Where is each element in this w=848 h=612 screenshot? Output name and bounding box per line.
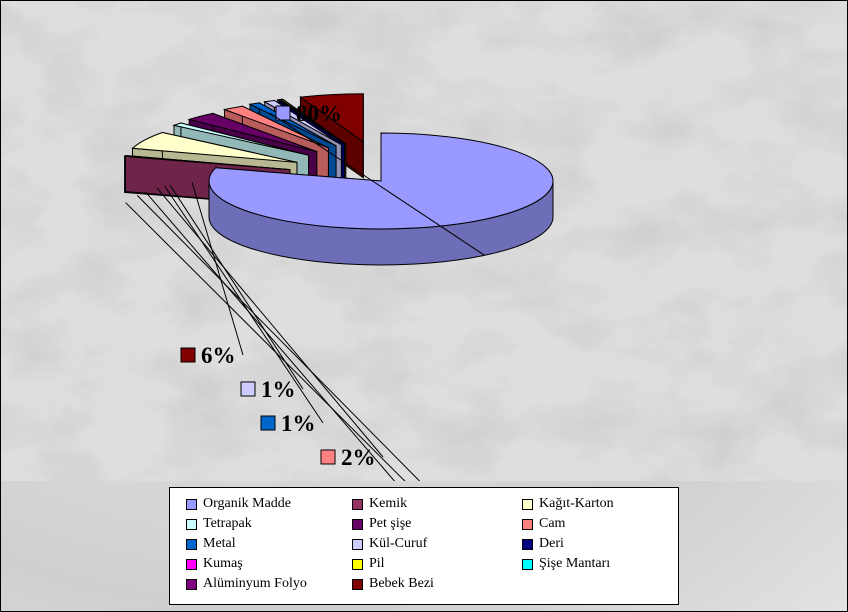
data-label-swatch-bebek-bezi	[180, 347, 196, 363]
chart-legend: Organik Madde Kemik Kağıt-Karton Tetrapak Pe…	[169, 487, 679, 605]
data-label-swatch-k-l-curuf	[240, 381, 256, 397]
pie-slice-organik-madde-top	[208, 132, 554, 230]
leader-line-tetrapak	[136, 195, 421, 481]
pie-slice-cam-top	[222, 105, 329, 149]
legend-label-organik-madde: Organik Madde	[203, 496, 291, 511]
data-label-swatch-cam	[320, 449, 336, 465]
legend-label-kuma: Kumaş	[203, 556, 243, 571]
legend-item-pet-i-e: Pet şişe	[352, 514, 522, 534]
legend-swatch-kuma	[186, 558, 197, 570]
legend-swatch-k-l-curuf	[352, 538, 363, 550]
data-label-cam: 2%	[341, 445, 376, 470]
legend-label-ka-t-karton: Kağıt-Karton	[539, 496, 614, 511]
legend-label-kemik: Kemik	[369, 496, 408, 511]
leader-line-k-l-curuf	[169, 184, 304, 390]
legend-swatch-ka-t-karton	[522, 498, 533, 510]
legend-swatch-pet-i-e	[352, 518, 363, 530]
legend-swatch-bebek-bezi	[352, 578, 363, 590]
legend-item-deri: Deri	[522, 534, 672, 554]
data-label-k-l-curuf: 1%	[261, 377, 296, 402]
data-label-pet-i-e: 3%	[361, 479, 396, 481]
legend-label-al-minyum-folyo: Alüminyum Folyo	[203, 576, 307, 591]
legend-swatch-organik-madde	[186, 498, 197, 510]
legend-item-al-minyum-folyo: Alüminyum Folyo	[186, 574, 352, 594]
leader-line-pet-i-e	[145, 191, 396, 481]
pie-chart: 80%6%1%1%2%3%1%6%	[1, 1, 847, 481]
leader-line-cam	[156, 187, 384, 458]
legend-item-k-l-curuf: Kül-Curuf	[352, 534, 522, 554]
legend-item-tetrapak: Tetrapak	[186, 514, 352, 534]
pie-slice-kemik-top	[123, 155, 290, 171]
data-label-metal: 1%	[281, 411, 316, 436]
legend-swatch-deri	[522, 538, 533, 550]
data-label-swatch-metal	[260, 415, 276, 431]
legend-item-kemik: Kemik	[352, 494, 522, 514]
legend-item-i-e-mantar: Şişe Mantarı	[522, 554, 672, 574]
legend-label-k-l-curuf: Kül-Curuf	[369, 536, 428, 551]
leader-line-ka-t-karton	[125, 202, 406, 481]
pie-slice-tetrapak-top	[172, 122, 309, 156]
legend-item-organik-madde: Organik Madde	[186, 494, 352, 514]
data-label-organik-madde: 80%	[296, 101, 342, 126]
legend-item-ka-t-karton: Kağıt-Karton	[522, 494, 672, 514]
legend-label-pil: Pil	[369, 556, 385, 571]
legend-label-i-e-mantar: Şişe Mantarı	[539, 556, 611, 571]
legend-label-metal: Metal	[203, 536, 236, 551]
legend-item-bebek-bezi: Bebek Bezi	[352, 574, 522, 594]
legend-swatch-pil	[352, 558, 363, 570]
data-labels: 80%6%1%1%2%3%1%6%	[125, 101, 485, 481]
legend-swatch-kemik	[352, 498, 363, 510]
legend-swatch-al-minyum-folyo	[186, 578, 197, 590]
legend-item-cam: Cam	[522, 514, 672, 534]
leader-line-organik-madde	[269, 112, 485, 256]
legend-label-bebek-bezi: Bebek Bezi	[369, 576, 434, 591]
pie-slice-deri-top	[276, 99, 345, 145]
legend-label-pet-i-e: Pet şişe	[369, 516, 412, 531]
legend-swatch-tetrapak	[186, 518, 197, 530]
pie-slice-ka-t-karton-top	[131, 131, 298, 163]
legend-swatch-metal	[186, 538, 197, 550]
legend-swatch-cam	[522, 518, 533, 530]
legend-item-pil: Pil	[352, 554, 522, 574]
data-label-bebek-bezi: 6%	[201, 343, 236, 368]
legend-item-kuma: Kumaş	[186, 554, 352, 574]
legend-label-tetrapak: Tetrapak	[203, 516, 252, 531]
legend-item-metal: Metal	[186, 534, 352, 554]
leader-line-metal	[164, 185, 324, 424]
legend-label-cam: Cam	[539, 516, 566, 531]
legend-swatch-i-e-mantar	[522, 558, 533, 570]
pie-slice-bebek-bezi-top	[299, 93, 364, 143]
pie-slice-pet-i-e-top	[187, 112, 317, 153]
legend-label-deri: Deri	[539, 536, 564, 551]
pie-slice-pil-top	[279, 98, 346, 145]
leader-line-bebek-bezi	[191, 181, 244, 356]
data-label-swatch-organik-madde	[275, 105, 291, 121]
